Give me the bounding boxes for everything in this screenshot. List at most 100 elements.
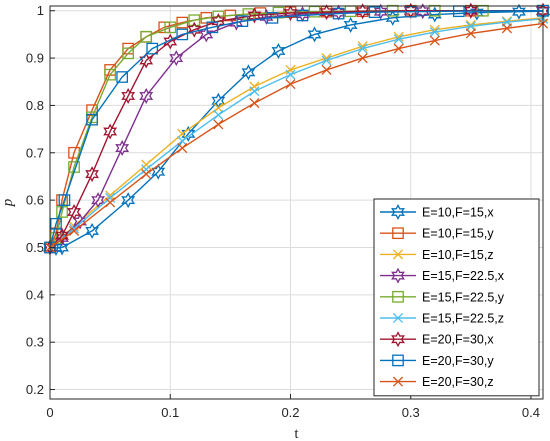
data-point [357, 53, 368, 64]
data-point [85, 166, 100, 183]
legend-item: E=15,F=22.5,x [380, 267, 505, 284]
y-tick-label: 0.4 [26, 287, 44, 302]
data-point [512, 3, 526, 20]
data-point [415, 3, 430, 20]
data-point [285, 69, 296, 80]
data-point [307, 26, 322, 43]
data-point [103, 123, 118, 140]
data-point [164, 21, 177, 34]
data-point [296, 9, 309, 22]
data-point [169, 50, 184, 67]
data-point [249, 98, 260, 109]
data-point [105, 197, 116, 208]
legend-label: E=20,F=30,x [422, 333, 494, 347]
legend-label: E=15,F=22.5,x [422, 269, 505, 283]
ticks: 0 0.1 0.2 0.3 0.4 0.2 0.3 0.4 0.5 0.6 0.7 0.8 0.9 1 [26, 3, 540, 420]
data-point [85, 222, 100, 239]
x-tick-label: 0.4 [522, 405, 540, 420]
data-point [105, 190, 116, 201]
data-point [355, 3, 370, 20]
y-tick-label: 0.9 [26, 51, 44, 66]
data-point [187, 21, 202, 38]
data-point [266, 11, 279, 24]
legend: E=10,F=15,x E=10,F=15,y E=10,F=15,z E=15,F=… [373, 198, 540, 397]
legend-marker [392, 376, 404, 387]
data-point [285, 79, 296, 90]
data-point [115, 140, 130, 157]
data-point [91, 192, 106, 209]
legend-item: E=10,F=15,y [380, 227, 494, 241]
data-point [283, 5, 298, 22]
data-point [393, 34, 404, 45]
data-point [319, 4, 334, 21]
legend-label: E=10,F=15,z [422, 248, 494, 262]
data-point [213, 119, 224, 130]
x-axis-label: t [294, 426, 299, 441]
y-tick-label: 1 [37, 3, 44, 18]
data-point [241, 64, 256, 81]
data-point [50, 217, 62, 230]
legend-item: E=10,F=15,z [380, 248, 494, 262]
legend-marker [391, 331, 405, 348]
series-9 [44, 18, 549, 253]
y-axis-label: p [0, 198, 16, 207]
data-point [465, 28, 476, 39]
data-point [188, 14, 201, 27]
series-line [49, 10, 544, 249]
data-point [429, 35, 440, 46]
data-point [465, 19, 476, 30]
legend-label: E=10,F=15,y [422, 227, 494, 241]
series-layer [43, 2, 550, 256]
data-point [357, 43, 368, 54]
y-tick-label: 0.7 [26, 145, 44, 160]
data-point [343, 16, 358, 33]
data-point [249, 86, 260, 97]
data-point [151, 163, 166, 180]
series-line [49, 10, 544, 248]
data-point [199, 26, 214, 43]
data-point [139, 52, 154, 69]
x-tick-label: 0.1 [161, 405, 179, 420]
data-point [177, 128, 188, 139]
x-tick-label: 0.3 [402, 405, 420, 420]
legend-label: E=15,F=22.5,y [422, 290, 505, 304]
data-point [465, 21, 476, 32]
data-point [121, 192, 136, 209]
data-point [332, 7, 345, 20]
data-point [501, 16, 512, 27]
data-point [68, 223, 80, 234]
data-point [121, 87, 136, 104]
data-point [213, 109, 224, 120]
data-point [206, 21, 219, 34]
data-point [104, 68, 116, 81]
legend-label: E=20,F=30,z [422, 375, 494, 389]
data-point [55, 227, 69, 244]
data-point [140, 30, 153, 43]
data-point [469, 4, 484, 21]
data-point [368, 6, 381, 19]
y-tick-label: 0.8 [26, 98, 44, 113]
data-point [177, 142, 188, 154]
data-point [116, 71, 128, 83]
legend-item: E=20,F=30,y [380, 354, 494, 368]
data-point [236, 15, 249, 28]
legend-marker [392, 290, 404, 303]
data-point [247, 7, 262, 24]
series-line [49, 10, 543, 248]
data-point [321, 55, 332, 66]
legend-item: E=20,F=30,z [380, 375, 494, 389]
data-point [146, 42, 159, 55]
data-point [429, 26, 440, 38]
data-point [141, 169, 152, 180]
data-point [122, 47, 135, 60]
data-point [213, 102, 224, 113]
data-point [177, 135, 188, 147]
data-point [176, 28, 189, 41]
data-point [139, 87, 154, 104]
data-point [271, 42, 286, 59]
data-point [86, 104, 98, 117]
data-point [181, 125, 196, 142]
y-tick-label: 0.5 [26, 240, 44, 255]
y-tick-label: 0.3 [26, 335, 44, 350]
